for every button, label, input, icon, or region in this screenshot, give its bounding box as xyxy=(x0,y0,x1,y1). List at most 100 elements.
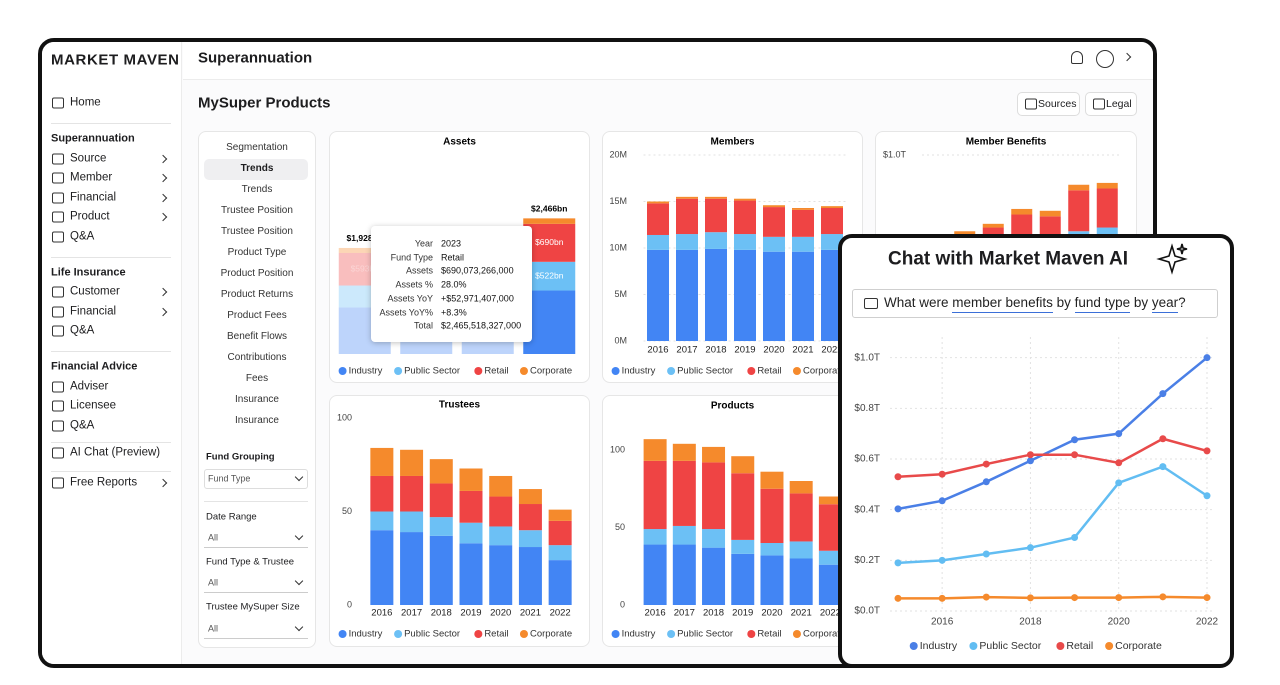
nav-item[interactable]: Q&A xyxy=(70,229,95,242)
menu-item[interactable]: Segmentation xyxy=(226,142,288,153)
icon xyxy=(52,153,64,164)
menu-item[interactable]: Trends xyxy=(240,163,274,174)
icon xyxy=(52,420,64,431)
query-part: member benefits xyxy=(952,295,1053,313)
nav-item[interactable]: Q&A xyxy=(70,324,95,337)
tooltip-label: Fund Type xyxy=(390,252,433,263)
nav-item[interactable]: Q&A xyxy=(70,418,95,431)
chat-query: What were member benefits by fund type b… xyxy=(884,295,1186,313)
nav-item[interactable]: Product xyxy=(70,210,110,223)
menu-item[interactable]: Insurance xyxy=(235,415,279,426)
filter-label: Trustee MySuper Size xyxy=(206,601,300,613)
icon xyxy=(52,325,64,337)
nav-item[interactable]: Financial xyxy=(70,190,117,203)
button[interactable] xyxy=(1017,92,1080,116)
nav-item[interactable]: Source xyxy=(70,151,107,164)
page-title: MySuper Products xyxy=(198,94,331,112)
filter-label: Fund Type & Trustee xyxy=(206,556,295,568)
menu-selection xyxy=(204,159,308,180)
select-value[interactable]: All xyxy=(208,577,219,588)
nav-item[interactable]: Home xyxy=(70,96,101,109)
tooltip-label: Year xyxy=(414,238,433,249)
icon xyxy=(52,192,64,203)
query-part: ? xyxy=(1178,295,1186,310)
query-part: by xyxy=(1130,295,1152,310)
menu-item[interactable]: Product Fees xyxy=(227,310,287,321)
icon xyxy=(52,381,64,392)
nav-item[interactable]: AI Chat (Preview) xyxy=(70,446,161,459)
button-label[interactable]: Legal xyxy=(1106,97,1132,110)
menu-item[interactable]: Product Returns xyxy=(220,289,294,300)
menu-item[interactable]: Insurance xyxy=(235,394,279,405)
header-bar xyxy=(183,42,1153,80)
tooltip-value: 2023 xyxy=(441,238,462,249)
tooltip-label: Assets % xyxy=(395,279,433,290)
chart-card xyxy=(602,131,863,383)
icon xyxy=(52,211,64,223)
select-value[interactable]: All xyxy=(208,532,219,543)
tooltip-label: Total xyxy=(413,320,433,331)
tooltip-value: 28.0% xyxy=(441,279,467,290)
chat-input[interactable] xyxy=(852,289,1218,318)
icon xyxy=(52,477,64,489)
filter-panel xyxy=(198,131,316,648)
filter-label: Fund Grouping xyxy=(206,451,275,463)
tooltip-value: +8.3% xyxy=(441,307,467,317)
icon xyxy=(52,306,64,317)
divider xyxy=(51,351,171,352)
icon xyxy=(52,286,64,298)
chart-card xyxy=(329,395,590,647)
button-label[interactable]: Sources xyxy=(1038,97,1077,110)
query-part: by xyxy=(1052,295,1075,310)
tooltip-label: Assets YoY% xyxy=(379,307,433,317)
nav-section-title: Financial Advice xyxy=(51,360,138,373)
divider xyxy=(51,471,171,472)
menu-item[interactable]: Product Type xyxy=(227,247,287,258)
menu-item[interactable]: Benefit Flows xyxy=(226,331,288,342)
select[interactable] xyxy=(204,528,308,548)
icon xyxy=(52,97,64,109)
tooltip-label: Assets xyxy=(405,265,433,276)
nav-item[interactable]: Licensee xyxy=(70,399,117,412)
select-value[interactable]: All xyxy=(208,623,219,634)
tooltip-value: Retail xyxy=(441,252,465,263)
menu-item[interactable]: Contributions xyxy=(227,352,287,363)
chat-input-icon xyxy=(864,298,878,309)
nav-item[interactable]: Adviser xyxy=(70,379,109,392)
query-part: What were xyxy=(884,295,953,310)
nav-item[interactable]: Member xyxy=(70,171,113,184)
avatar-icon[interactable] xyxy=(1096,50,1114,68)
icon xyxy=(52,400,64,412)
icon xyxy=(1025,98,1037,110)
menu-item[interactable]: Trustee Position xyxy=(221,226,293,237)
tooltip: Year 2023 Fund Type Retail Assets $690,073,26… xyxy=(371,226,532,342)
menu-item[interactable]: Trends xyxy=(241,184,273,195)
filter-label: Date Range xyxy=(206,511,257,523)
select[interactable] xyxy=(204,469,308,489)
icon xyxy=(52,172,64,184)
sidebar xyxy=(42,42,182,664)
nav-item[interactable]: Financial xyxy=(70,304,117,317)
menu-item[interactable]: Product Position xyxy=(220,268,294,279)
icon xyxy=(52,231,64,242)
menu-item[interactable]: Fees xyxy=(245,373,269,384)
divider xyxy=(51,442,171,443)
header-title: Superannuation xyxy=(198,49,313,67)
icon xyxy=(1093,98,1105,110)
nav-item[interactable]: Free Reports xyxy=(70,476,138,489)
select[interactable] xyxy=(204,573,308,593)
tooltip-value: +$52,971,407,000 xyxy=(441,293,514,304)
nav-item[interactable]: Customer xyxy=(70,285,120,298)
select-value[interactable]: Fund Type xyxy=(208,473,251,484)
nav-section-title: Life Insurance xyxy=(51,266,126,278)
menu-item[interactable]: Trustee Position xyxy=(221,205,293,216)
tooltip-value: $2,465,518,327,000 xyxy=(441,320,522,331)
tooltip-value: $690,073,266,000 xyxy=(441,265,514,276)
icon xyxy=(52,447,64,459)
chat-title: Chat with Market Maven AI xyxy=(888,248,1129,270)
bell-icon[interactable] xyxy=(1071,51,1083,64)
select[interactable] xyxy=(204,619,308,639)
chart-card xyxy=(602,395,863,647)
query-part: year xyxy=(1151,295,1179,313)
